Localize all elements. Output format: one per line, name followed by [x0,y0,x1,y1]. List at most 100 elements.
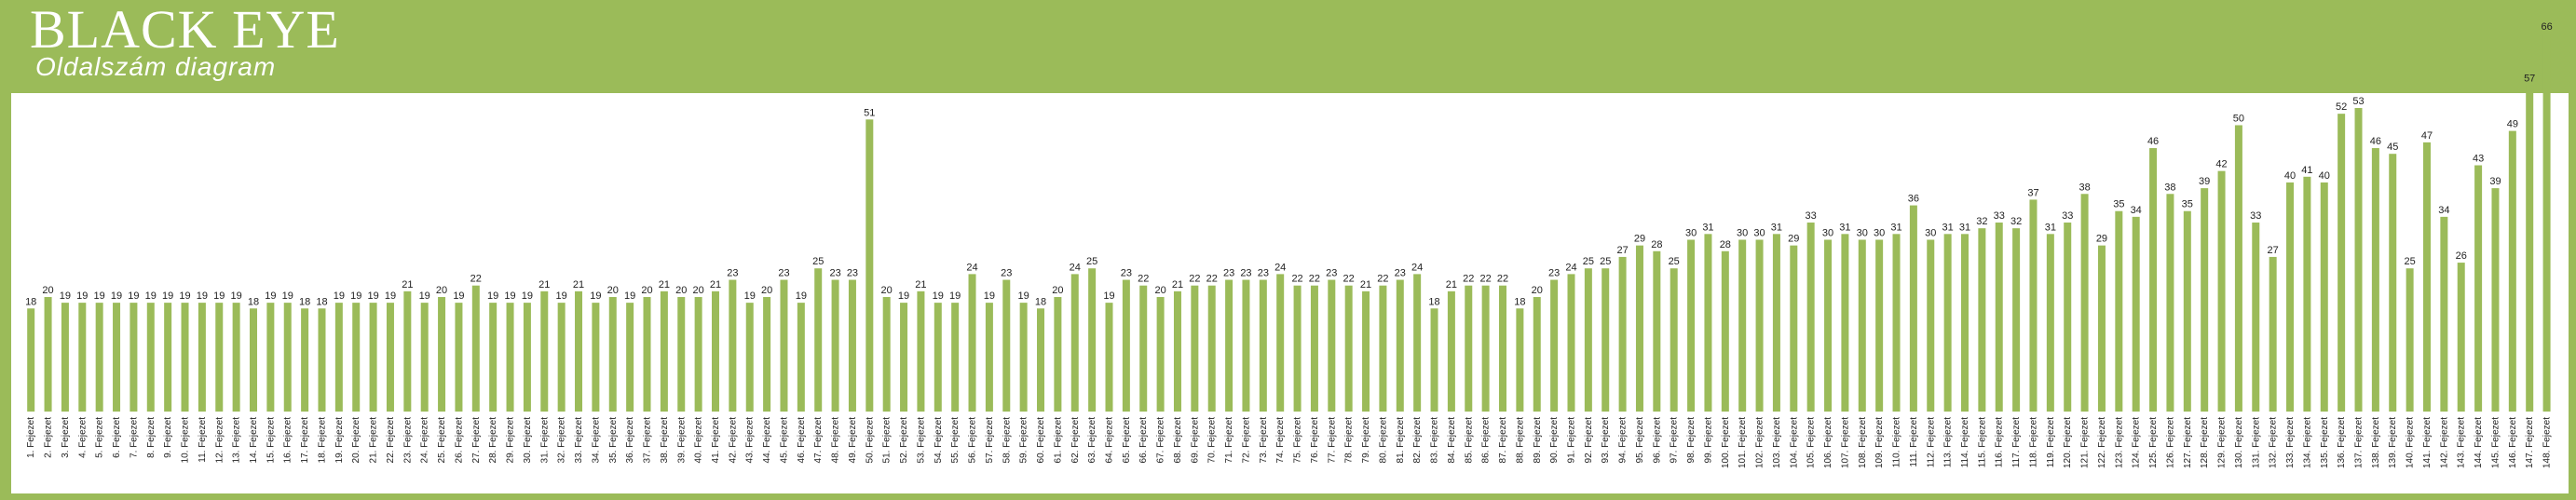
category-label: 42. Fejezet [728,417,738,464]
data-label: 22 [1291,274,1302,285]
bar [694,296,702,412]
bar [1156,296,1165,412]
bar [1533,296,1541,412]
category-label: 33. Fejezet [574,417,584,464]
category-label: 89. Fejezet [1533,417,1543,464]
category-labels-group: 1. Fejezet 2. Fejezet 3. Fejezet 4. Fejezet… [26,417,2552,468]
data-label: 21 [659,279,670,291]
bar [1943,234,1952,412]
data-label: 18 [1514,296,1525,307]
category-label: 5. Fejezet [95,417,105,458]
bar [2149,148,2158,412]
category-label: 110. Fejezet [1892,417,1902,468]
bar [129,303,138,412]
category-label: 28. Fejezet [488,417,498,464]
data-label: 18 [1428,296,1439,307]
category-label: 91. Fejezet [1566,417,1576,464]
bar [27,308,35,412]
value-labels-group: 18 20 19 19 19 19 19 19 19 19 19 19 19 18 19 19 18 18 19 19… [25,21,2553,307]
brand-logo: BLACK EYE Oldalszám diagram [0,0,339,91]
data-label: 19 [197,291,208,302]
data-label: 19 [60,291,71,302]
bar [1037,308,1045,412]
bar [1755,239,1764,412]
category-label: 38. Fejezet [660,417,670,464]
category-label: 1. Fejezet [26,417,36,458]
category-label: 60. Fejezet [1036,417,1046,464]
bar [1088,268,1097,412]
category-label: 132. Fejezet [2269,417,2279,468]
bar [1824,239,1833,412]
bar [1276,274,1285,412]
bar [232,303,240,412]
data-label: 57 [2524,73,2535,84]
data-label: 19 [487,291,498,302]
category-label: 17. Fejezet [300,417,310,464]
category-label: 112. Fejezet [1926,417,1936,468]
bar [1465,285,1473,412]
bar [1927,239,1935,412]
bar [283,303,292,412]
category-label: 46. Fejezet [797,417,807,464]
bar [643,296,651,412]
category-label: 114. Fejezet [1960,417,1970,468]
bar [592,303,600,412]
category-label: 36. Fejezet [625,417,635,464]
bar [1207,285,1216,412]
category-label: 97. Fejezet [1670,417,1680,464]
category-label: 45. Fejezet [779,417,789,464]
category-label: 52. Fejezet [899,417,909,464]
category-label: 109. Fejezet [1874,417,1885,468]
bar [489,303,497,412]
data-label: 19 [419,291,430,302]
category-label: 10. Fejezet [181,417,191,464]
bar [1070,274,1079,412]
category-label: 51. Fejezet [882,417,893,464]
data-label: 22 [1343,274,1355,285]
bar [386,303,394,412]
bar [1721,250,1729,412]
bar [1225,279,1233,412]
data-label: 30 [1753,227,1765,238]
data-label: 33 [2062,210,2073,222]
bar [1019,303,1028,412]
bar [2337,114,2346,412]
bar [2012,228,2021,412]
data-label: 23 [1223,268,1234,279]
bar [2406,268,2414,412]
data-label: 19 [162,291,173,302]
category-label: 76. Fejezet [1310,417,1320,464]
bar [215,303,224,412]
data-label: 29 [1788,234,1799,245]
category-label: 136. Fejezet [2337,417,2347,468]
bar [1310,285,1318,412]
data-label: 30 [1925,227,1936,238]
category-label: 53. Fejezet [916,417,926,464]
bar [660,291,668,412]
category-label: 61. Fejezet [1053,417,1063,464]
data-label: 21 [1360,279,1371,291]
bar [1344,285,1353,412]
category-label: 100. Fejezet [1721,417,1731,468]
data-label: 20 [1532,285,1543,296]
category-label: 9. Fejezet [163,417,173,458]
bar [1293,285,1302,412]
data-label: 22 [1189,274,1200,285]
category-label: 148. Fejezet [2542,417,2553,468]
category-label: 95. Fejezet [1635,417,1645,464]
data-label: 23 [1395,268,1406,279]
category-label: 115. Fejezet [1977,417,1987,468]
bar [2080,194,2089,412]
category-label: 70. Fejezet [1207,417,1218,464]
data-label: 31 [1702,222,1713,233]
data-label: 19 [744,291,756,302]
data-label: 19 [94,291,105,302]
category-label: 74. Fejezet [1275,417,1286,464]
category-label: 58. Fejezet [1002,417,1012,464]
bar [1687,239,1696,412]
data-label: 31 [1839,222,1850,233]
data-label: 45 [2387,142,2398,153]
bar [2474,165,2483,412]
bar [2422,142,2431,412]
